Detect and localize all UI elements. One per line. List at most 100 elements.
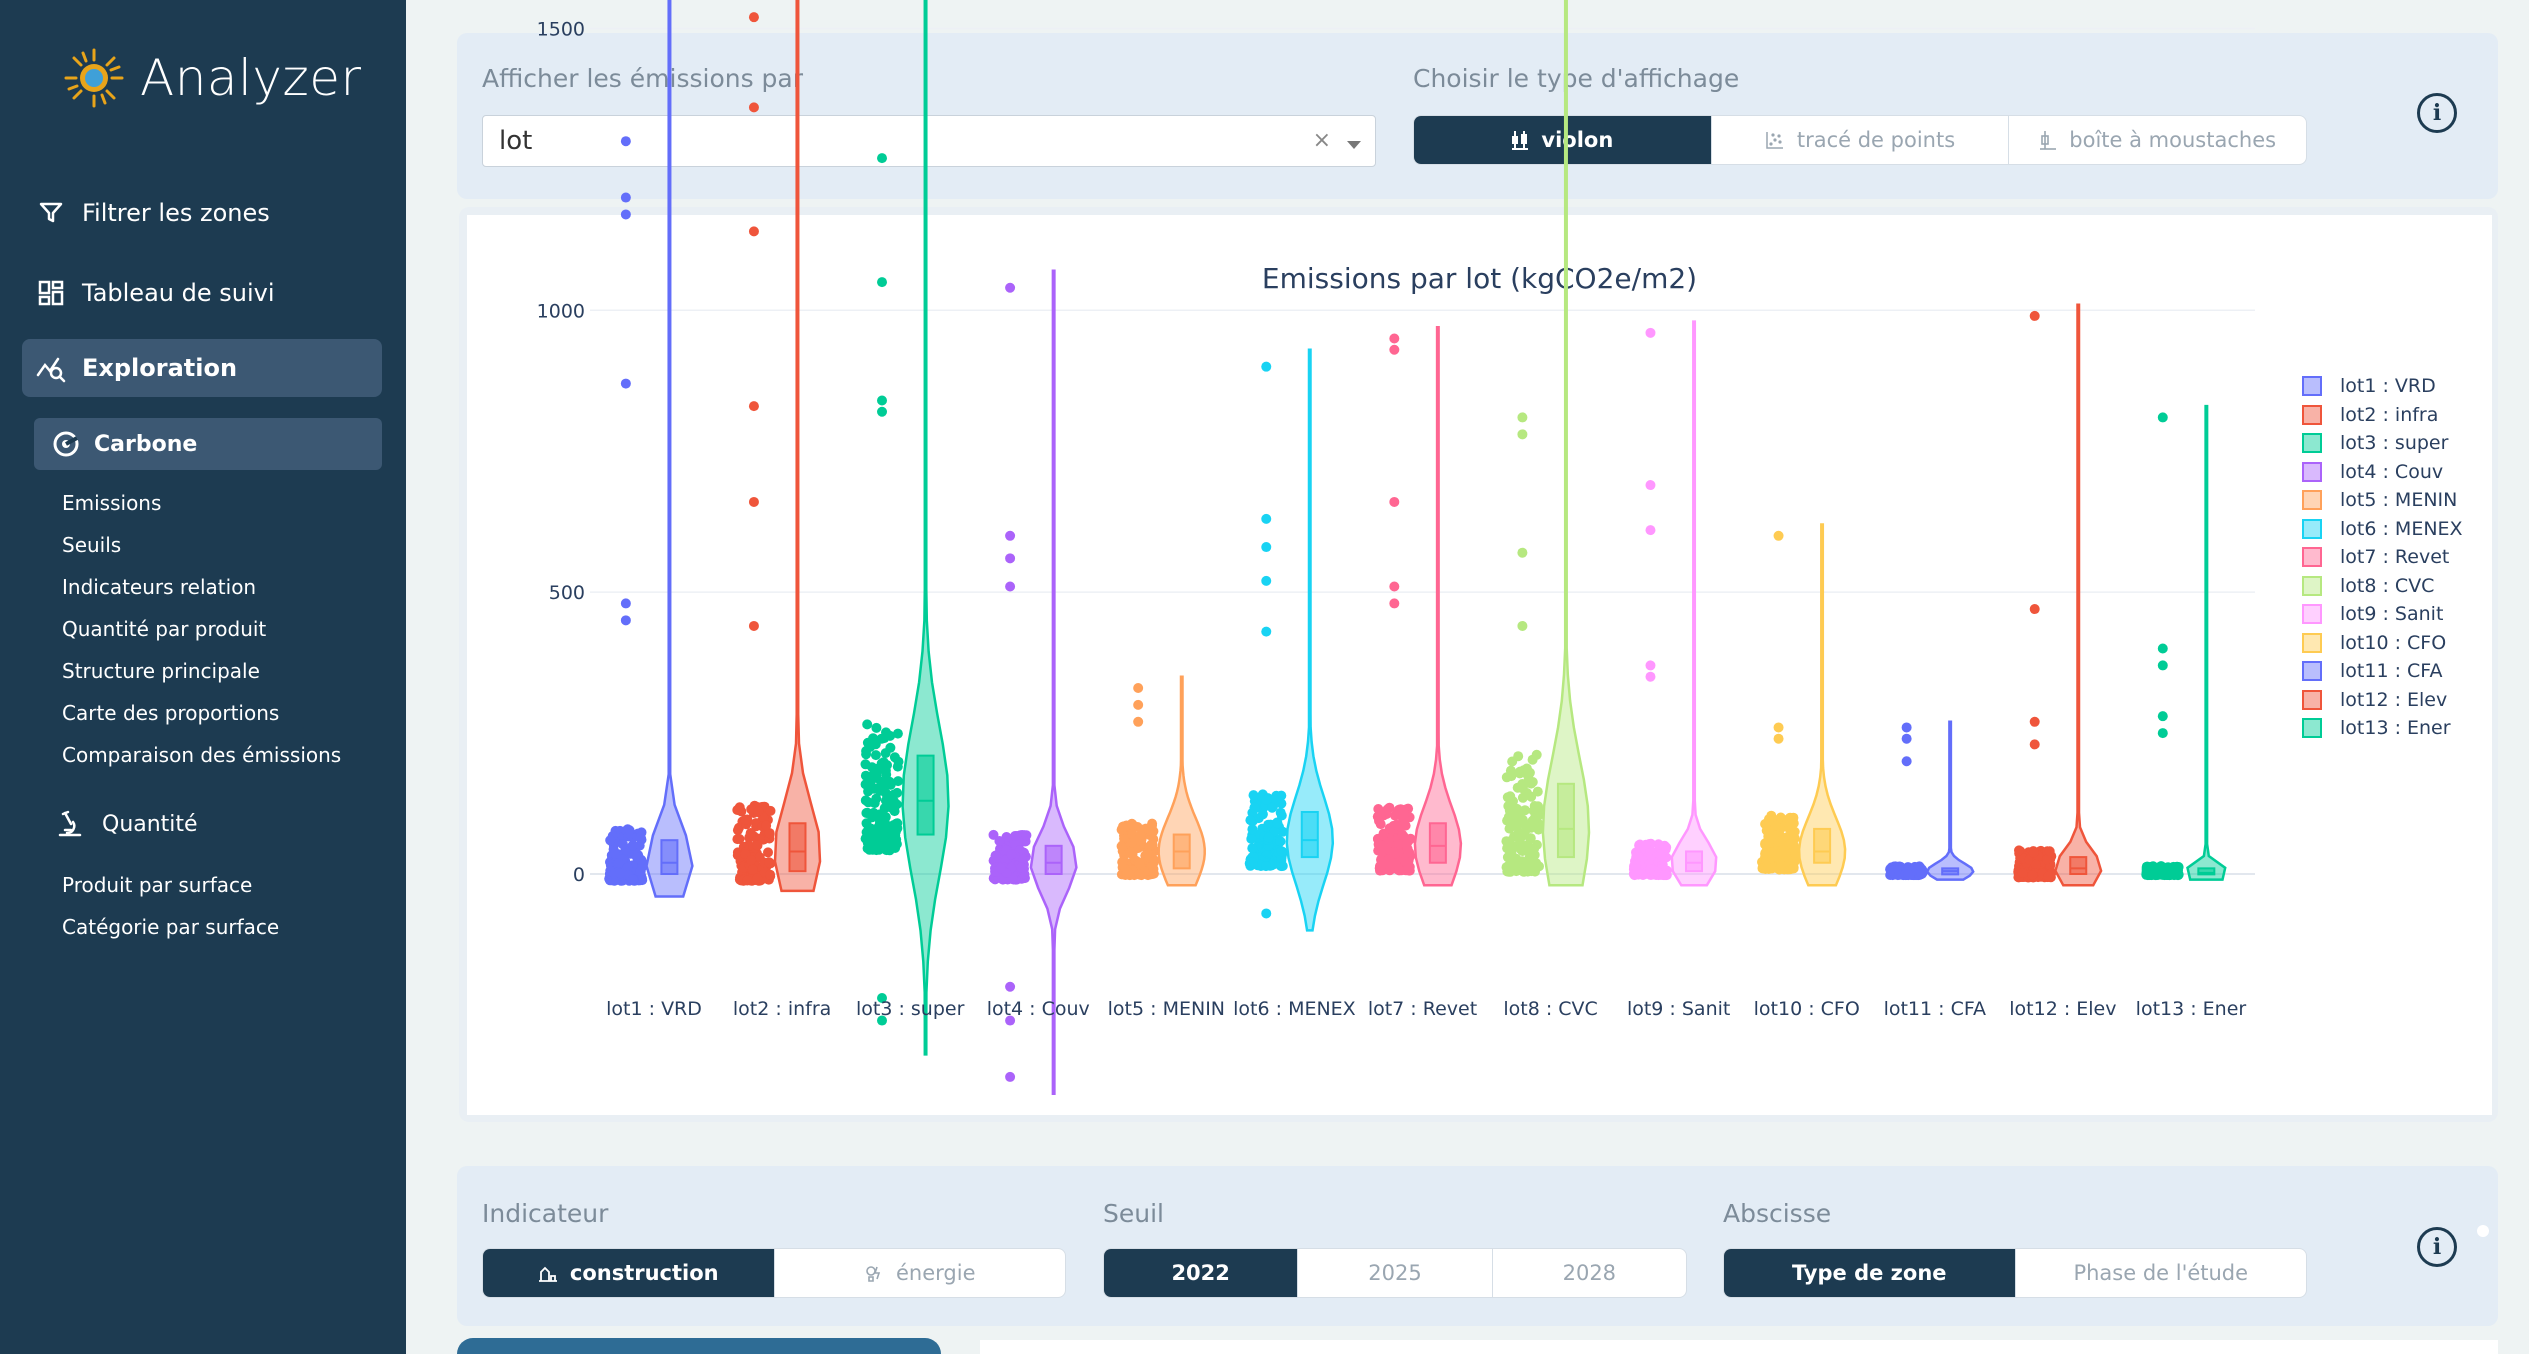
chevron-down-icon[interactable] (1347, 141, 1361, 149)
bottom-card (980, 1340, 2498, 1354)
legend-item[interactable]: lot2 : infra (2302, 401, 2463, 430)
nav-indicateurs-relation[interactable]: Indicateurs relation (62, 575, 257, 599)
data-point (1134, 858, 1145, 869)
indicator-construction-button[interactable]: construction (483, 1249, 775, 1297)
nav-emissions[interactable]: Emissions (62, 491, 162, 515)
violin-body (1541, 0, 1591, 887)
abscissa-zone-type-button[interactable]: Type de zone (1724, 1249, 2016, 1297)
violin-body (901, 0, 950, 1056)
data-point (1147, 820, 1157, 831)
nav-quantite-par-produit[interactable]: Quantité par produit (62, 617, 267, 641)
nav-structure-principale[interactable]: Structure principale (62, 659, 260, 683)
threshold-2022-button[interactable]: 2022 (1104, 1249, 1299, 1297)
data-point (1530, 803, 1540, 814)
legend-item[interactable]: lot4 : Couv (2302, 458, 2463, 487)
chart-title: Emissions par lot (kgCO2e/m2) (1261, 262, 1698, 295)
nav-quantite[interactable]: Quantité (56, 810, 198, 838)
legend-item[interactable]: lot13 : Ener (2302, 714, 2463, 743)
data-point (2044, 846, 2055, 857)
abscissa-study-phase-button[interactable]: Phase de l'étude (2073, 1261, 2249, 1285)
data-point (1527, 815, 1538, 826)
outlier-point (1133, 699, 1144, 710)
indicator-energy-button[interactable]: énergie (775, 1249, 1066, 1297)
nav-seuils[interactable]: Seuils (62, 533, 122, 557)
data-point (2017, 868, 2028, 878)
legend-item[interactable]: lot10 : CFO (2302, 629, 2463, 658)
indicator-label: Indicateur (482, 1199, 609, 1228)
data-point (1384, 823, 1395, 834)
nav-produit-par-surface[interactable]: Produit par surface (62, 873, 253, 897)
legend-item[interactable]: lot11 : CFA (2302, 657, 2463, 686)
data-point (2141, 867, 2152, 878)
nav-comparaison-emissions[interactable]: Comparaison des émissions (62, 743, 342, 767)
bottom-tab[interactable] (457, 1338, 941, 1354)
violin-box (1044, 844, 1063, 876)
outlier-point (1261, 361, 1272, 372)
outlier-point (1517, 429, 1528, 440)
nav-filter-zones[interactable]: Filtrer les zones (22, 184, 382, 242)
display-violin-button[interactable]: violon (1414, 116, 1712, 164)
legend-item[interactable]: lot6 : MENEX (2302, 515, 2463, 544)
outlier-point (1389, 581, 1400, 592)
nav-carte-proportions[interactable]: Carte des proportions (62, 701, 280, 725)
legend-label: lot4 : Couv (2340, 460, 2444, 483)
legend-item[interactable]: lot1 : VRD (2302, 372, 2463, 401)
nav-categorie-par-surface[interactable]: Catégorie par surface (62, 915, 280, 939)
data-point (994, 836, 1005, 846)
data-point (1531, 749, 1542, 760)
info-icon-bottom[interactable]: i (2417, 1227, 2457, 1267)
nav-exploration[interactable]: Exploration (22, 339, 382, 397)
sidebar: Analyzer Filtrer les zones Tableau de su… (0, 0, 406, 1354)
x-tick-label: lot5 : MENIN (1108, 998, 1225, 1020)
violin-body (1797, 523, 1847, 887)
legend-swatch (2302, 689, 2322, 710)
data-point (1122, 867, 1133, 878)
x-tick-label: lot6 : MENEX (1233, 998, 1356, 1020)
x-tick-label: lot1 : VRD (606, 998, 702, 1020)
data-point (990, 850, 1001, 861)
threshold-2025-button[interactable]: 2025 (1298, 1249, 1493, 1297)
data-point (1272, 818, 1283, 829)
nav-dashboard[interactable]: Tableau de suivi (22, 264, 382, 322)
outlier-point (1389, 598, 1400, 609)
data-point (1134, 869, 1145, 880)
legend-item[interactable]: lot9 : Sanit (2302, 600, 2463, 629)
clear-icon[interactable]: × (1312, 128, 1331, 153)
data-point (627, 840, 638, 851)
outlier-point (1005, 1015, 1016, 1026)
outlier-point (877, 277, 888, 288)
outlier-point (620, 598, 631, 609)
legend-swatch (2302, 575, 2322, 596)
nav-carbone[interactable]: Carbone (34, 418, 382, 470)
display-boxplot-label: boîte à moustaches (2069, 128, 2277, 152)
data-point (764, 828, 775, 839)
data-point (2028, 847, 2039, 858)
legend-item[interactable]: lot5 : MENIN (2302, 486, 2463, 515)
indicator-selector: construction énergie (482, 1248, 1066, 1298)
legend-label: lot13 : Ener (2340, 717, 2451, 740)
outlier-point (1517, 620, 1528, 631)
legend-item[interactable]: lot8 : CVC (2302, 572, 2463, 601)
data-point (1393, 839, 1404, 850)
outlier-point (748, 102, 759, 113)
outlier-point (2157, 711, 2168, 722)
legend-label: lot10 : CFO (2340, 631, 2447, 654)
legend-item[interactable]: lot12 : Elev (2302, 686, 2463, 715)
legend-item[interactable]: lot3 : super (2302, 429, 2463, 458)
legend-label: lot3 : super (2340, 432, 2449, 455)
display-scatter-button[interactable]: tracé de points (1712, 116, 2010, 164)
legend-item[interactable]: lot7 : Revet (2302, 543, 2463, 572)
display-boxplot-button[interactable]: boîte à moustaches (2009, 116, 2306, 164)
exploration-icon (36, 353, 66, 383)
legend-swatch (2302, 547, 2322, 568)
threshold-2028-button[interactable]: 2028 (1562, 1261, 1617, 1285)
info-icon[interactable]: i (2417, 93, 2457, 133)
violin-box (1428, 822, 1447, 864)
data-point (2030, 859, 2041, 870)
data-point (1261, 794, 1272, 805)
app-logo[interactable]: Analyzer (64, 48, 362, 108)
data-point (893, 776, 904, 787)
group-by-dropdown[interactable]: lot × (482, 115, 1376, 167)
data-point (1776, 860, 1787, 871)
outlier-point (1389, 344, 1400, 355)
